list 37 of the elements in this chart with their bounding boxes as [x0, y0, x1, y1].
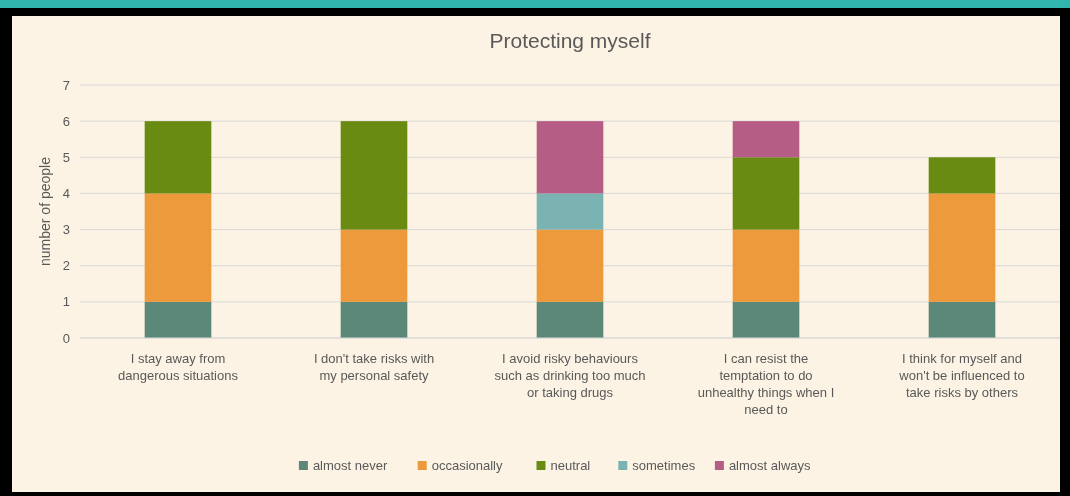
y-axis-title: number of people	[37, 156, 53, 266]
bar	[732, 121, 800, 158]
legend-label: almost never	[312, 458, 388, 473]
x-tick-label: I don't take risks with my personal safety	[313, 351, 435, 383]
chart-title: Protecting myself	[489, 29, 651, 52]
y-tick-label: 4	[62, 185, 70, 201]
x-tick-label: I think for myself and won't be influenced to take risks by others	[898, 351, 1025, 400]
y-tick-label: 2	[62, 258, 70, 274]
y-tick-label: 6	[62, 113, 70, 129]
bar	[340, 301, 408, 338]
bar	[732, 157, 800, 230]
bar	[144, 193, 212, 302]
bar	[144, 121, 212, 194]
bar	[732, 301, 800, 338]
bar	[536, 229, 604, 302]
legend-label: neutral	[550, 458, 591, 473]
y-tick-label: 0	[62, 330, 70, 346]
y-tick-label: 1	[62, 294, 70, 310]
y-tick-label: 7	[62, 77, 70, 93]
bar	[144, 301, 212, 338]
bar	[928, 157, 996, 194]
bar	[536, 301, 604, 338]
bar	[732, 229, 800, 302]
bar	[928, 301, 996, 338]
legend-label: occasionally	[431, 458, 504, 473]
bar	[536, 193, 604, 230]
x-tick-label: I can resist the temptation to do unhealthy things when I need to	[697, 351, 835, 417]
y-tick-label: 3	[62, 222, 70, 238]
y-tick-label: 5	[62, 149, 70, 165]
legend-label: almost always	[728, 458, 812, 473]
bar	[928, 193, 996, 302]
legend-label: sometimes	[632, 458, 696, 473]
bar	[536, 121, 604, 194]
bar	[340, 121, 408, 230]
x-tick-label: I stay away from dangerous situations	[118, 351, 239, 383]
x-tick-label: I avoid risky behaviours such as drinking too much or taking drugs	[494, 351, 646, 400]
bar	[340, 229, 408, 302]
